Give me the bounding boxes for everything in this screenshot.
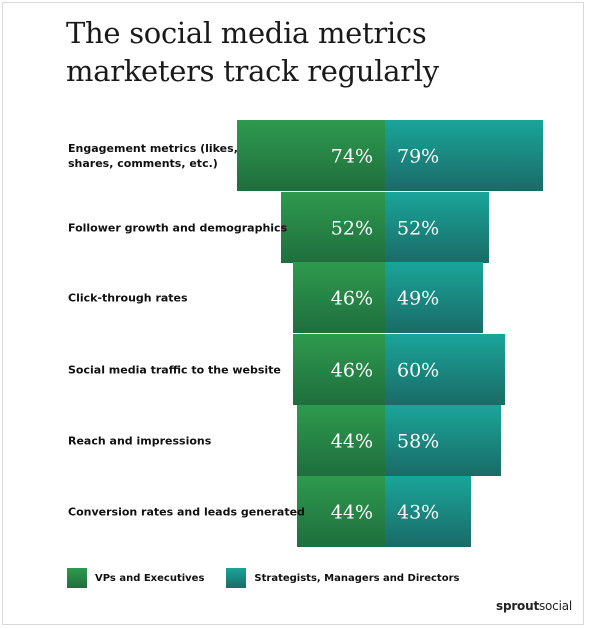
legend-item-strategists: Strategists, Managers and Directors [226, 568, 459, 588]
row-2: Follower growth and demographics 52% 52% [68, 192, 489, 263]
value-label-strategists: 58% [397, 431, 439, 453]
bar-vps-executives [293, 334, 385, 405]
category-label: Click-through rates [68, 292, 188, 305]
bar-strategists-managers [385, 192, 489, 263]
value-label-vps: 44% [331, 431, 373, 453]
bar-vps-executives [297, 405, 385, 476]
row-5: Reach and impressions 44% 58% [68, 405, 501, 476]
chart-title: The social media metrics marketers track… [66, 16, 439, 88]
sprout-social-logo: sproutsocial [496, 599, 572, 613]
legend: VPs and Executives Strategists, Managers… [67, 568, 481, 588]
value-label-strategists: 43% [397, 502, 439, 524]
category-label: Follower growth and demographics [68, 222, 288, 235]
row-3: Click-through rates 46% 49% [68, 262, 483, 333]
value-label-strategists: 79% [397, 146, 439, 168]
value-label-vps: 52% [331, 218, 373, 240]
value-label-vps: 44% [331, 502, 373, 524]
legend-swatch-strategists [226, 568, 247, 588]
category-label: Reach and impressions [68, 435, 212, 448]
bar-vps-executives [237, 120, 385, 191]
bar-strategists-managers [385, 405, 501, 476]
legend-label-strategists: Strategists, Managers and Directors [254, 572, 460, 584]
chart-frame [2, 2, 584, 625]
row-1: Engagement metrics (likes, shares, commen… [68, 120, 543, 191]
bar-vps-executives [293, 262, 385, 333]
value-label-strategists: 60% [397, 360, 439, 382]
legend-label-vps: VPs and Executives [95, 572, 205, 584]
bar-vps-executives [281, 192, 385, 263]
row-6: Conversion rates and leads generated 44% 4… [68, 476, 471, 547]
value-label-vps: 46% [331, 360, 373, 382]
value-label-strategists: 52% [397, 218, 439, 240]
category-label: Social media traffic to the website [68, 364, 281, 377]
bar-strategists-managers [385, 334, 505, 405]
bar-vps-executives [297, 476, 385, 547]
legend-swatch-vps [67, 568, 87, 588]
legend-item-vps: VPs and Executives [67, 568, 204, 588]
category-label: Engagement metrics (likes, shares, commen… [68, 142, 238, 170]
value-label-vps: 46% [331, 288, 373, 310]
category-label: Conversion rates and leads generated [68, 506, 305, 519]
bar-strategists-managers [385, 476, 471, 547]
value-label-vps: 74% [331, 146, 373, 168]
row-4: Social media traffic to the website 46% 60… [68, 334, 505, 405]
value-label-strategists: 49% [397, 288, 439, 310]
bar-strategists-managers [385, 120, 543, 191]
bar-strategists-managers [385, 262, 483, 333]
